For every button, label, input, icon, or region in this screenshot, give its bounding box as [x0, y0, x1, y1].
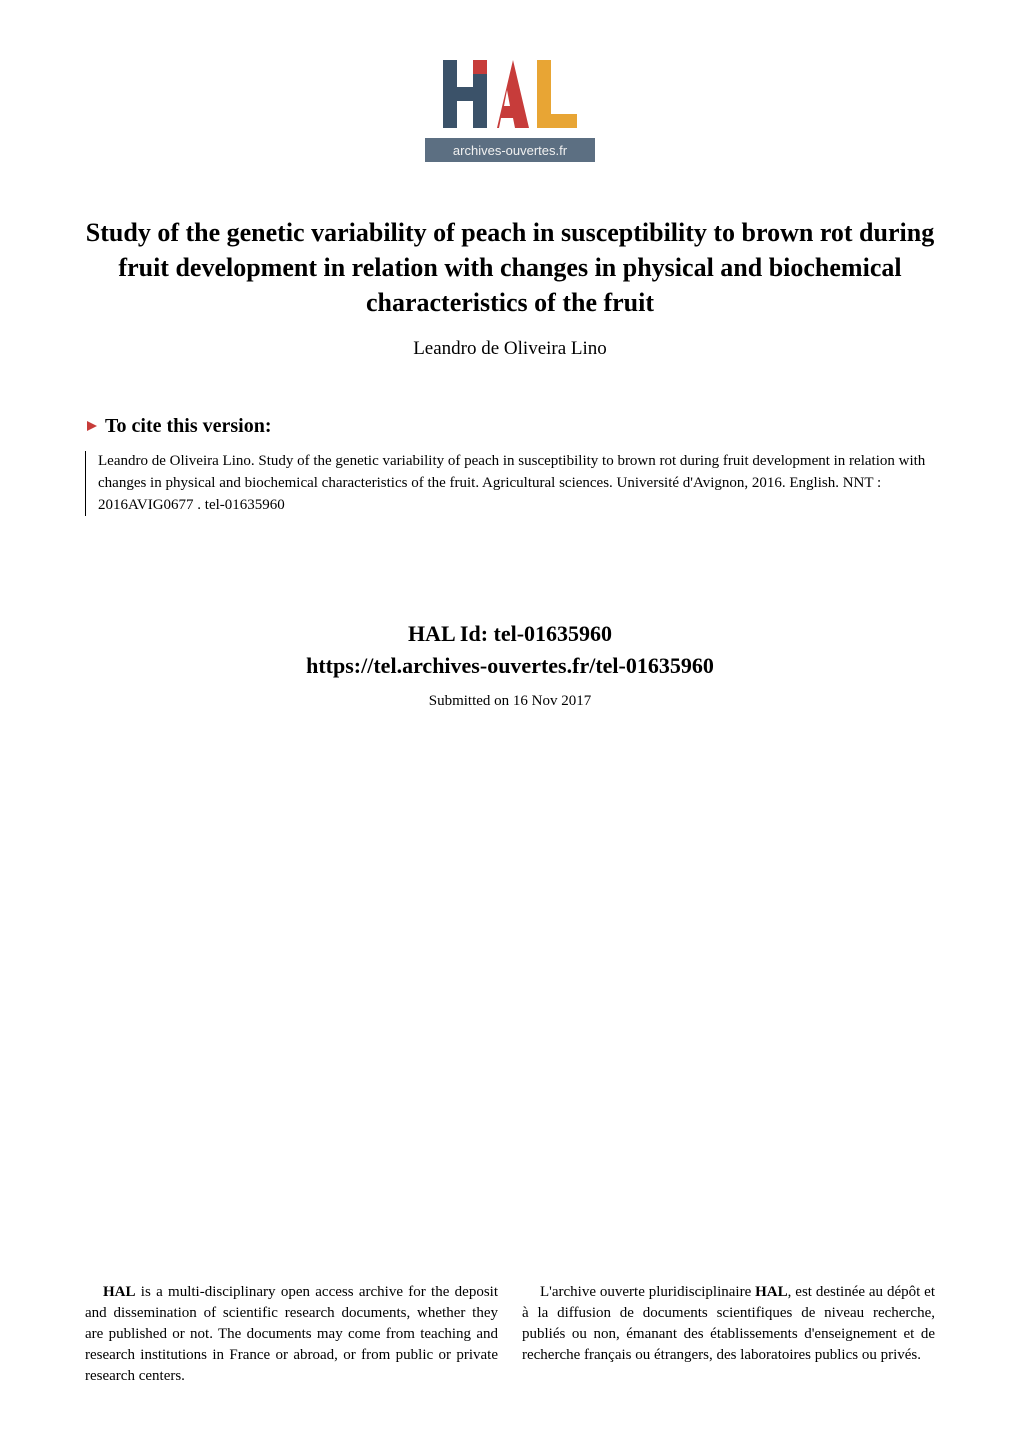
- paper-author: Leandro de Oliveira Lino: [85, 338, 935, 360]
- citation-text: Leandro de Oliveira Lino. Study of the g…: [98, 453, 925, 513]
- hal-id: HAL Id: tel-01635960: [0, 621, 1020, 647]
- footer-left-text: HAL is a multi-disciplinary open access …: [85, 1282, 498, 1387]
- title-section: Study of the genetic variability of peac…: [0, 215, 1020, 360]
- cite-heading-text: To cite this version:: [105, 415, 271, 437]
- citation-box: Leandro de Oliveira Lino. Study of the g…: [85, 451, 935, 516]
- cite-section: To cite this version: Leandro de Oliveir…: [0, 375, 1020, 516]
- footer-col-left: HAL is a multi-disciplinary open access …: [85, 1282, 498, 1387]
- hal-url: https://tel.archives-ouvertes.fr/tel-016…: [0, 653, 1020, 679]
- logo-container: archives-ouvertes.fr: [0, 0, 1020, 215]
- triangle-icon: [85, 416, 99, 439]
- submitted-date: Submitted on 16 Nov 2017: [0, 693, 1020, 710]
- footer-col-right: L'archive ouverte pluridisciplinaire HAL…: [522, 1282, 935, 1387]
- footer-right-text: L'archive ouverte pluridisciplinaire HAL…: [522, 1282, 935, 1366]
- hal-section: HAL Id: tel-01635960 https://tel.archive…: [0, 621, 1020, 710]
- hal-logo-svg: archives-ouvertes.fr: [425, 50, 595, 170]
- paper-title: Study of the genetic variability of peac…: [85, 215, 935, 320]
- footer-columns: HAL is a multi-disciplinary open access …: [85, 1282, 935, 1387]
- cite-heading: To cite this version:: [85, 415, 935, 439]
- logo-banner-text: archives-ouvertes.fr: [453, 143, 568, 158]
- hal-logo: archives-ouvertes.fr: [425, 50, 595, 175]
